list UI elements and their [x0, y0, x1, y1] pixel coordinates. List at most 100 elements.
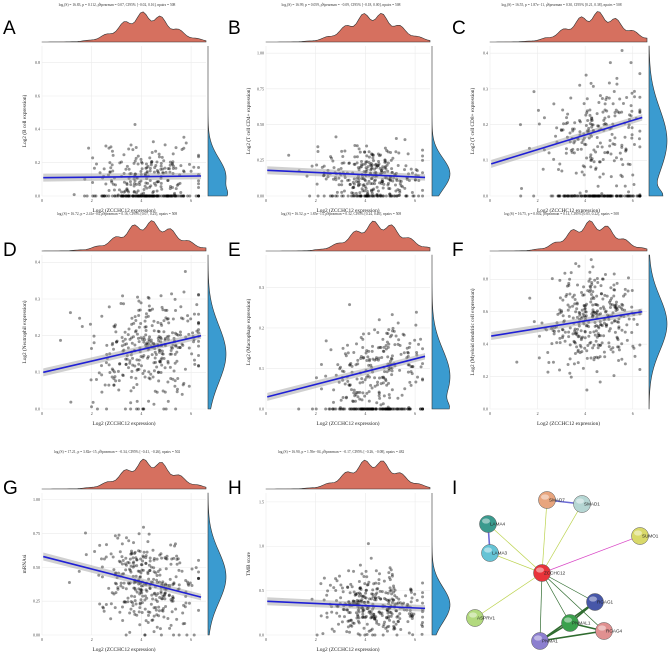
data-point	[141, 355, 145, 359]
data-point	[125, 182, 129, 186]
data-point	[568, 131, 572, 135]
data-point	[123, 189, 127, 193]
data-point	[359, 194, 363, 198]
data-point	[602, 350, 606, 354]
data-point	[393, 183, 397, 187]
data-point	[568, 292, 572, 296]
data-point	[407, 363, 411, 367]
data-point	[389, 158, 393, 162]
data-point	[121, 349, 125, 353]
data-point	[362, 194, 366, 198]
data-point	[598, 160, 602, 164]
data-point	[91, 156, 95, 160]
data-point	[163, 591, 167, 595]
data-point	[110, 343, 114, 347]
data-point	[142, 187, 146, 191]
data-point	[322, 174, 326, 178]
data-point	[594, 329, 598, 333]
data-point	[600, 292, 604, 296]
data-point	[144, 325, 148, 329]
data-point	[347, 600, 351, 604]
data-point	[348, 383, 352, 387]
data-point	[144, 166, 148, 170]
data-point	[171, 599, 175, 603]
data-point	[195, 303, 199, 307]
data-point	[329, 155, 333, 159]
data-point	[603, 194, 607, 198]
data-point	[361, 337, 365, 341]
data-point	[563, 330, 567, 334]
data-point	[143, 184, 147, 188]
data-point	[139, 598, 143, 602]
data-point	[144, 562, 148, 566]
data-point	[607, 81, 611, 85]
data-point	[356, 608, 360, 612]
data-point	[389, 407, 393, 411]
data-point	[599, 323, 603, 327]
data-point	[152, 570, 156, 574]
data-point	[623, 308, 627, 312]
data-point	[356, 358, 360, 362]
data-point	[349, 194, 353, 198]
data-point	[388, 177, 392, 181]
data-point	[382, 345, 386, 349]
data-point	[122, 302, 126, 306]
data-point	[122, 581, 126, 585]
node-label: RGAG4	[606, 629, 623, 634]
data-point	[384, 407, 388, 411]
data-point	[158, 568, 162, 572]
data-point	[131, 601, 135, 605]
data-point	[382, 394, 386, 398]
data-point	[346, 194, 350, 198]
data-point	[172, 582, 176, 586]
network-edge	[541, 572, 605, 632]
data-point	[369, 628, 373, 632]
data-point	[144, 561, 148, 565]
data-point	[358, 191, 362, 195]
data-point	[374, 166, 378, 170]
data-point	[615, 194, 619, 198]
data-point	[146, 181, 150, 185]
data-point	[133, 194, 137, 198]
data-point	[369, 407, 373, 411]
y-axis-label: Log2 (Myeloid dendritic cell expression)	[469, 288, 476, 375]
data-point	[149, 565, 153, 569]
data-point	[383, 158, 387, 162]
data-point	[562, 320, 566, 324]
data-point	[173, 194, 177, 198]
data-point	[390, 171, 394, 175]
data-point	[170, 194, 174, 198]
data-point	[338, 406, 342, 410]
data-point	[122, 600, 126, 604]
data-point	[360, 407, 364, 411]
data-point	[159, 294, 163, 298]
data-point	[161, 194, 165, 198]
data-point	[144, 194, 148, 198]
data-point	[518, 123, 522, 127]
data-point	[611, 350, 615, 354]
data-point	[402, 407, 406, 411]
data-point	[168, 352, 172, 356]
data-point	[130, 341, 134, 345]
data-point	[372, 615, 376, 619]
data-point	[161, 580, 165, 584]
data-point	[596, 324, 600, 328]
data-point	[379, 169, 383, 173]
data-point	[591, 295, 595, 299]
data-point	[379, 403, 383, 407]
data-point	[617, 111, 621, 115]
data-point	[374, 407, 378, 411]
data-point	[172, 193, 176, 197]
data-point	[357, 591, 361, 595]
data-point	[353, 600, 357, 604]
data-point	[605, 323, 609, 327]
data-point	[162, 594, 166, 598]
data-point	[583, 329, 587, 333]
data-point	[140, 192, 144, 196]
data-point	[150, 160, 154, 164]
node-label: PNMA1	[542, 639, 558, 644]
data-point	[597, 194, 601, 198]
data-point	[615, 184, 619, 188]
data-point	[594, 339, 598, 343]
data-point	[625, 95, 629, 99]
